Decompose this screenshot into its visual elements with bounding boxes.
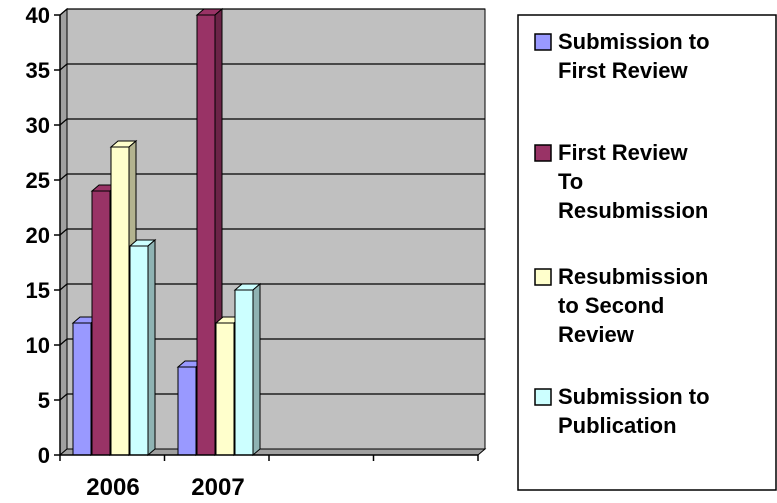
- y-tick-label: 30: [26, 113, 50, 138]
- bar-front: [234, 289, 254, 456]
- legend-item: Resubmission to Second Review: [534, 264, 708, 347]
- legend-item: Submission to Publication: [534, 384, 710, 438]
- gridlines: [59, 8, 486, 450]
- legend-swatch: [534, 144, 552, 162]
- y-tick-label: 25: [26, 168, 50, 193]
- y-tick-label: 5: [38, 388, 50, 413]
- axes: 0 5 10 15 20 25 30 35 40 2006 2007: [26, 3, 479, 501]
- bar-front: [196, 14, 216, 456]
- legend-item: Submission to First Review: [534, 29, 710, 83]
- bar: [233, 282, 262, 457]
- bar-front: [129, 245, 149, 456]
- y-tick-label: 10: [26, 333, 50, 358]
- y-tick-label: 35: [26, 58, 50, 83]
- legend-label: Resubmission to Second Review: [558, 264, 708, 347]
- y-tick-label: 20: [26, 223, 50, 248]
- legend: Submission to First Review First Review To R…: [517, 14, 777, 491]
- bar: [128, 238, 157, 457]
- legend-box: [517, 14, 777, 491]
- legend-label: Submission to First Review: [558, 29, 710, 83]
- y-tick-label: 40: [26, 3, 50, 28]
- plot-border: [66, 8, 486, 450]
- bar-series: [71, 7, 262, 457]
- bar-side: [147, 238, 156, 457]
- bar-front: [177, 366, 197, 456]
- legend-swatch: [534, 268, 552, 286]
- x-tick-label: 2007: [191, 474, 244, 501]
- legend-item: First Review To Resubmission: [534, 140, 708, 223]
- bar-front: [110, 146, 130, 456]
- y-tick-label: 0: [38, 443, 50, 468]
- bar-side: [252, 282, 261, 457]
- legend-swatch: [534, 388, 552, 406]
- legend-label: First Review To Resubmission: [558, 140, 708, 223]
- legend-label: Submission to Publication: [558, 384, 710, 438]
- legend-swatch: [534, 33, 552, 51]
- x-tick-label: 2006: [86, 474, 139, 501]
- bar-front: [72, 322, 92, 456]
- bar-front: [215, 322, 235, 456]
- y-tick-label: 15: [26, 278, 50, 303]
- bar-front: [91, 190, 111, 456]
